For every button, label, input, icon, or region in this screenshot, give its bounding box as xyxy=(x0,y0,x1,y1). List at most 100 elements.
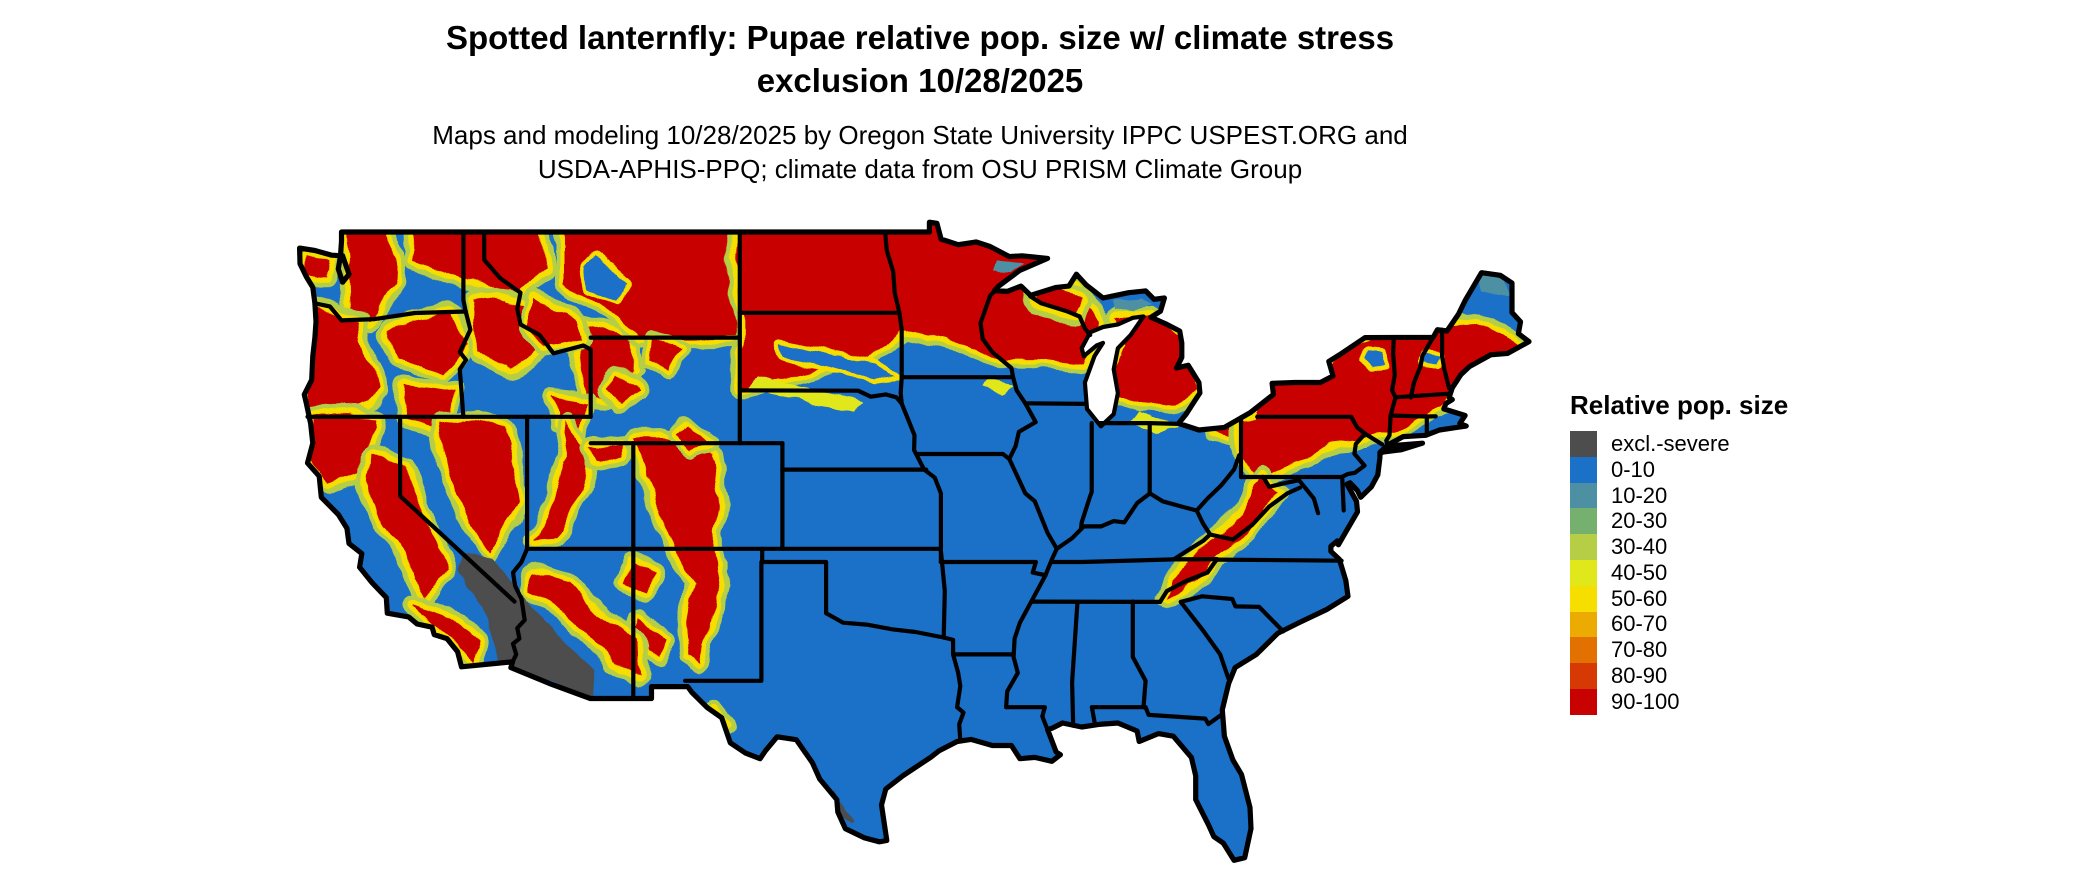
legend-label: 70-80 xyxy=(1611,637,1668,663)
legend-row-80-90: 80-90 xyxy=(1570,663,1900,689)
zone-central-montana xyxy=(585,253,635,298)
border-in-il xyxy=(1079,421,1094,530)
legend-row-50-60: 50-60 xyxy=(1570,586,1900,612)
border-fl-panhandle-west xyxy=(1089,705,1097,724)
legend-swatch-10-20 xyxy=(1570,482,1597,509)
legend-row-20-30: 20-30 xyxy=(1570,508,1900,535)
subtitle-line-2: USDA-APHIS-PPQ; climate data from OSU PR… xyxy=(537,154,1303,184)
legend-swatch-20-30 xyxy=(1570,508,1597,535)
border-wi-mi xyxy=(1028,294,1093,338)
legend-label: 50-60 xyxy=(1611,585,1668,611)
border-mo-ar xyxy=(938,559,1048,578)
border-potomac xyxy=(1261,474,1321,516)
zone-colorado-nm xyxy=(638,442,722,667)
zone-adirondacks xyxy=(1359,350,1387,372)
border-vt-nh xyxy=(1408,335,1436,400)
zone-olympics xyxy=(305,255,330,278)
border-ga-fl xyxy=(1143,705,1224,727)
legend-row-60-70: 60-70 xyxy=(1570,611,1900,638)
border-de-md xyxy=(1340,474,1346,513)
legend-title: Relative pop. size xyxy=(1570,390,1789,420)
legend-swatch-60-70 xyxy=(1570,611,1597,638)
state-borders xyxy=(305,229,1452,743)
zone-mn-arrowhead-teal xyxy=(992,261,1027,275)
legend-row-10-20: 10-20 xyxy=(1570,483,1900,509)
border-ma-north xyxy=(1393,391,1450,400)
legend-label: 80-90 xyxy=(1611,663,1668,689)
border-tx-nm xyxy=(683,559,764,683)
border-az-nv-ca-river xyxy=(510,546,530,664)
border-ok-panhandle xyxy=(760,546,829,616)
border-wa-id xyxy=(461,229,468,314)
legend-row-90-100: 90-100 xyxy=(1570,689,1900,715)
raster-zones xyxy=(299,222,1527,825)
border-ky-oh-river xyxy=(1054,491,1199,551)
nation-outline xyxy=(297,219,1532,863)
page-title: Spotted lanternfly: Pupae relative pop. … xyxy=(260,16,1580,102)
legend-row-excl.-severe: excl.-severe xyxy=(1570,431,1900,457)
border-nc-sc xyxy=(1178,594,1286,634)
legend-items: excl.-severe 0-10 10-20 20-30 30-40 40-50 50-6… xyxy=(1570,431,1900,715)
border-nj-ny xyxy=(1362,431,1385,447)
border-mississippi-upper xyxy=(978,289,1059,578)
legend-label: 30-40 xyxy=(1611,534,1668,560)
zone-white-mtns xyxy=(1426,353,1444,367)
zone-nevada xyxy=(437,418,522,553)
legend-label: 60-70 xyxy=(1611,611,1668,637)
title-line-2: exclusion 10/28/2025 xyxy=(756,62,1084,99)
legend-label: 20-30 xyxy=(1611,508,1668,534)
border-tx-ar-la xyxy=(941,635,966,743)
zone-nw-nm xyxy=(623,558,653,595)
border-ky-va xyxy=(1171,532,1213,562)
legend-row-70-80: 70-80 xyxy=(1570,637,1900,664)
border-missouri-west xyxy=(898,375,943,565)
border-wa-or xyxy=(312,301,468,323)
border-sd-ne xyxy=(737,388,904,406)
legend-swatch-30-40 xyxy=(1570,534,1597,560)
zone-n-maine-teal xyxy=(1475,276,1508,296)
zone-up-east-teal xyxy=(1111,295,1152,309)
zone-socal-mtns xyxy=(412,602,478,661)
legend-row-30-40: 30-40 xyxy=(1570,534,1900,560)
legend-swatch-excl.-severe xyxy=(1570,431,1597,457)
zone-lower-michigan xyxy=(1114,313,1199,409)
subtitle: Maps and modeling 10/28/2025 by Oregon S… xyxy=(260,118,1580,186)
zone-central-sd xyxy=(779,342,902,378)
border-red-river-south xyxy=(824,611,946,640)
legend-label: 0-10 xyxy=(1611,456,1656,482)
border-or-id xyxy=(457,309,473,419)
zone-uintas xyxy=(593,443,629,460)
border-pa-ny xyxy=(1255,414,1368,436)
border-nc-tn xyxy=(1158,557,1220,604)
border-id-wy-mt xyxy=(482,229,593,419)
border-red-river-north xyxy=(883,229,904,380)
legend-swatch-70-80 xyxy=(1570,637,1597,664)
subtitle-line-1: Maps and modeling 10/28/2025 by Oregon S… xyxy=(432,120,1408,150)
border-wv-oh xyxy=(1194,453,1242,513)
lake-michigan xyxy=(1079,314,1146,429)
border-ia-mo xyxy=(914,451,1012,462)
legend-label: 10-20 xyxy=(1611,482,1668,508)
border-va-nc xyxy=(1214,557,1344,563)
border-mi-in-oh-lat xyxy=(1096,421,1181,426)
border-ky-wv xyxy=(1194,508,1213,537)
legend-label: 90-100 xyxy=(1611,688,1680,714)
legend-label: 40-50 xyxy=(1611,559,1668,585)
border-ms-al xyxy=(1070,599,1080,728)
border-ga-sc xyxy=(1178,599,1231,681)
zone-bighorns xyxy=(646,338,683,374)
border-ky-tn-lat xyxy=(1049,557,1220,565)
legend-swatch-90-100 xyxy=(1570,688,1597,715)
border-ma-south xyxy=(1388,413,1438,419)
border-al-ga xyxy=(1130,599,1148,710)
border-wi-il xyxy=(1023,401,1089,406)
zone-ne-iowa xyxy=(981,378,1013,395)
title-line-1: Spotted lanternfly: Pupae relative pop. … xyxy=(445,19,1395,56)
legend-swatch-0-10 xyxy=(1570,456,1597,483)
legend-row-40-50: 40-50 xyxy=(1570,560,1900,586)
legend: Relative pop. size excl.-severe 0-10 10-20… xyxy=(1570,390,1900,715)
border-ca-nv xyxy=(398,414,517,604)
legend-label: excl.-severe xyxy=(1611,430,1730,456)
legend-swatch-80-90 xyxy=(1570,663,1597,689)
